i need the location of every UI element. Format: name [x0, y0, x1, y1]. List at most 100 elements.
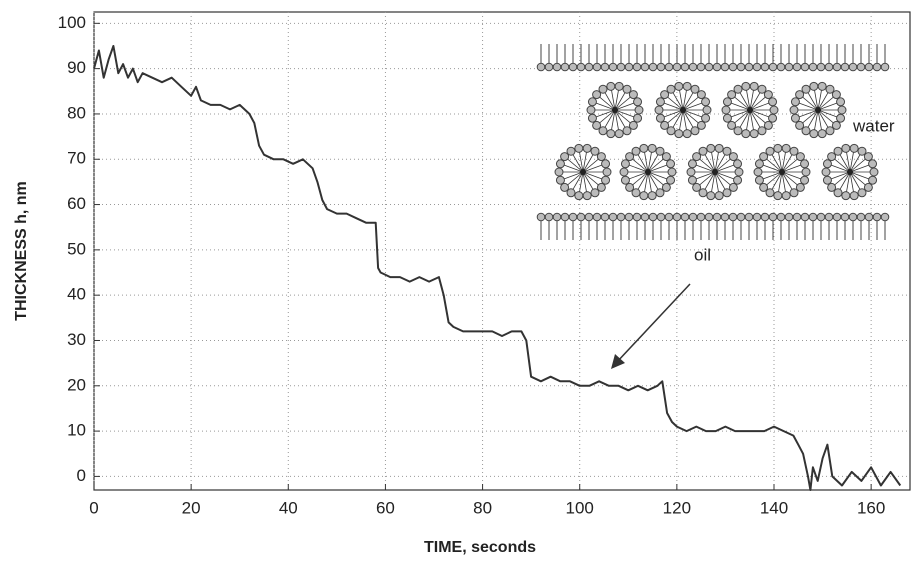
micelle-head: [706, 143, 716, 153]
micelle-head: [587, 113, 597, 123]
micelle-head: [849, 191, 859, 201]
micelle-head: [868, 175, 878, 185]
lipid-head: [608, 212, 618, 222]
micelle-head: [825, 84, 835, 94]
lipid-head: [704, 212, 714, 222]
micelle-head: [727, 120, 737, 130]
x-tick-label: 0: [89, 498, 98, 517]
micelle-head: [566, 146, 576, 156]
micelle-head: [800, 159, 810, 169]
arrow-shaft: [615, 283, 691, 364]
lipid-head: [760, 212, 770, 222]
micelle-head: [667, 167, 677, 177]
micelle-head: [768, 113, 778, 123]
micelle-head: [822, 175, 832, 185]
lipid-head: [696, 212, 706, 222]
micelle-core: [847, 169, 853, 175]
lipid-head: [808, 212, 818, 222]
micelle-head: [749, 81, 759, 91]
micelle-head: [722, 188, 732, 198]
micelle-core: [779, 169, 785, 175]
micelle-head: [620, 175, 630, 185]
micelle-head: [614, 129, 624, 139]
x-tick-label: 100: [566, 498, 594, 517]
lipid-head: [816, 212, 826, 222]
micelle-head: [555, 175, 565, 185]
lipid-head: [656, 212, 666, 222]
lipid-head: [744, 62, 754, 72]
micelle-head: [666, 126, 676, 136]
micelle-head: [586, 105, 596, 115]
lipid-head: [584, 212, 594, 222]
micelle-head: [836, 97, 846, 107]
lipid-head: [560, 62, 570, 72]
micelle-head: [728, 152, 738, 162]
micelle-core: [645, 169, 651, 175]
arrow-head: [611, 354, 625, 369]
micelle-head: [686, 167, 696, 177]
lipid-head: [760, 62, 770, 72]
lipid-head: [832, 212, 842, 222]
micelle-head: [728, 182, 738, 192]
micelle-head: [674, 129, 684, 139]
micelle-core: [712, 169, 718, 175]
micelle-head: [587, 97, 597, 107]
micelle-head: [868, 159, 878, 169]
micelle-head: [795, 120, 805, 130]
lipid-head: [728, 62, 738, 72]
inset-diagram: water oil: [536, 44, 895, 264]
lipid-head: [776, 62, 786, 72]
lipid-head: [552, 212, 562, 222]
micelle-head: [647, 191, 657, 201]
micelle-core: [747, 107, 753, 113]
y-axis-label: THICKNESS h, nm: [13, 181, 30, 321]
micelle-head: [795, 182, 805, 192]
micelle-head: [795, 152, 805, 162]
micelle-head: [825, 126, 835, 136]
micelle-head: [566, 188, 576, 198]
micelle-head: [696, 90, 706, 100]
plot-frame: [93, 11, 911, 491]
micelle-head: [555, 159, 565, 169]
micelle-head: [817, 129, 827, 139]
lipid-head: [584, 62, 594, 72]
micelle-head: [690, 126, 700, 136]
micelle-head: [625, 152, 635, 162]
micelle-head: [833, 146, 843, 156]
y-tick-label: 90: [67, 58, 86, 77]
annotation: oil: [694, 245, 711, 264]
x-tick-label: 60: [376, 498, 395, 517]
micelle-head: [733, 159, 743, 169]
micelle-head: [765, 146, 775, 156]
micelle-head: [773, 143, 783, 153]
micelle-head: [857, 146, 867, 156]
micelle-head: [687, 175, 697, 185]
lipid-head: [552, 62, 562, 72]
micelle-head: [827, 182, 837, 192]
lipid-head: [632, 62, 642, 72]
micelle-head: [781, 191, 791, 201]
lipid-head: [752, 62, 762, 72]
micelle-head: [592, 90, 602, 100]
micelle-head: [596, 152, 606, 162]
lipid-head: [648, 62, 658, 72]
micelle-head: [831, 90, 841, 100]
lipid-head: [640, 62, 650, 72]
micelle-head: [639, 191, 649, 201]
micelle-head: [554, 167, 564, 177]
lipid-head: [664, 62, 674, 72]
micelle-head: [601, 175, 611, 185]
micelle-head: [622, 84, 632, 94]
micelle-head: [628, 120, 638, 130]
lipid-head: [688, 212, 698, 222]
micelle-head: [660, 120, 670, 130]
micelle-head: [833, 188, 843, 198]
lipid-head: [656, 62, 666, 72]
micelle-head: [661, 152, 671, 162]
y-tick-label: 10: [67, 421, 86, 440]
y-tick-label: 50: [67, 239, 86, 258]
micelle-head: [614, 81, 624, 91]
micelle-head: [582, 143, 592, 153]
y-tick-label: 70: [67, 149, 86, 168]
micelle-core: [580, 169, 586, 175]
